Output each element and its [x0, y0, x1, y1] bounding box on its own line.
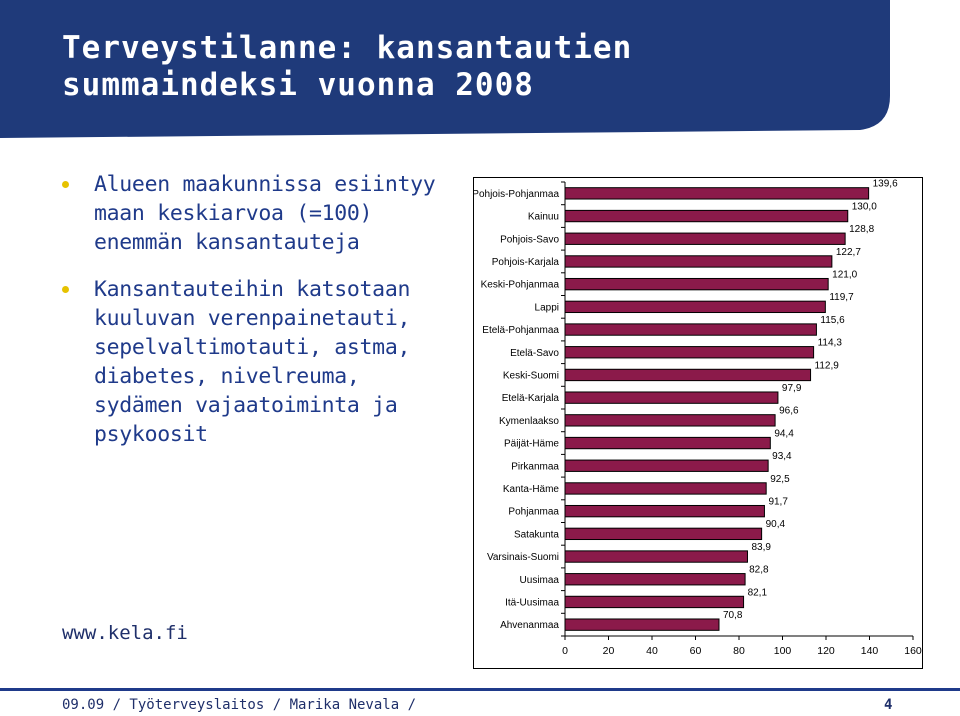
- bullet-item: Alueen maakunnissa esiintyy maan keskiar…: [62, 170, 457, 257]
- category-label: Uusimaa: [520, 575, 560, 586]
- category-label: Kanta-Häme: [503, 484, 560, 495]
- data-label: 90,4: [766, 519, 786, 530]
- bar: [564, 300, 826, 314]
- bar: [564, 595, 745, 609]
- category-label: Pohjois-Karjala: [492, 257, 560, 268]
- x-tick-label: 20: [603, 645, 615, 657]
- bullet-text: Kansantauteihin katsotaan kuuluvan veren…: [94, 277, 411, 447]
- data-label: 91,7: [768, 496, 788, 507]
- data-label: 112,9: [815, 360, 840, 371]
- bar: [564, 187, 870, 200]
- bar: [564, 550, 748, 563]
- bar: [564, 209, 849, 223]
- data-label: 94,4: [774, 428, 794, 439]
- x-tick-label: 100: [774, 645, 792, 657]
- category-label: Kainuu: [528, 212, 559, 223]
- data-label: 83,9: [751, 542, 771, 553]
- bar: [564, 414, 776, 427]
- category-label: Etelä-Karjala: [502, 393, 560, 404]
- header-band: [0, 0, 890, 138]
- x-tick-label: 80: [733, 645, 745, 657]
- data-label: 92,5: [770, 474, 790, 485]
- data-label: 93,4: [772, 451, 792, 462]
- category-label: Keski-Pohjanmaa: [481, 280, 560, 291]
- category-label: Lappi: [535, 302, 559, 313]
- data-label: 121,0: [832, 269, 857, 280]
- category-label: Satakunta: [514, 529, 559, 540]
- footer-divider: [0, 688, 960, 691]
- header: Terveystilanne: kansantautien summaindek…: [0, 0, 960, 138]
- bar: [564, 255, 833, 268]
- category-label: Keski-Suomi: [503, 370, 559, 381]
- x-tick-label: 40: [646, 645, 658, 657]
- bullet-list: Alueen maakunnissa esiintyy maan keskiar…: [62, 170, 457, 467]
- bar: [564, 436, 771, 450]
- website-link[interactable]: www.kela.fi: [62, 622, 188, 644]
- x-tick-label: 160: [904, 645, 922, 657]
- x-tick-label: 60: [690, 645, 702, 657]
- bar: [564, 618, 720, 631]
- category-label: Pohjois-Pohjanmaa: [474, 189, 559, 200]
- data-label: 82,1: [748, 587, 768, 598]
- x-tick-label: 140: [861, 645, 879, 657]
- category-label: Päijät-Häme: [504, 439, 559, 450]
- category-label: Pohjanmaa: [508, 507, 559, 518]
- bar: [564, 232, 846, 245]
- bar: [564, 527, 763, 541]
- footer-text: 09.09 / Työterveyslaitos / Marika Nevala…: [62, 697, 417, 713]
- data-label: 139,6: [873, 179, 898, 190]
- page-title: Terveystilanne: kansantautien summaindek…: [62, 30, 633, 103]
- x-tick-label: 120: [817, 645, 835, 657]
- data-label: 70,8: [723, 610, 743, 621]
- bar: [564, 573, 746, 586]
- data-label: 130,0: [852, 201, 877, 212]
- bar: [564, 391, 779, 404]
- header-band-shape: [0, 0, 890, 138]
- bullet-text: Alueen maakunnissa esiintyy maan keskiar…: [94, 172, 436, 255]
- category-label: Etelä-Pohjanmaa: [482, 325, 559, 336]
- bar-chart: 0 20 40 60 80 100 120 140 160 Pohjois-Pohjanmaa 13…: [474, 179, 922, 657]
- data-label: 115,6: [820, 315, 845, 326]
- bullet-item: Kansantauteihin katsotaan kuuluvan veren…: [62, 275, 457, 449]
- bar: [564, 459, 769, 472]
- page-number: 4: [884, 697, 893, 713]
- bullet-dot-icon: [62, 286, 69, 293]
- data-label: 96,6: [779, 406, 799, 417]
- category-label: Kymenlaakso: [499, 416, 559, 427]
- data-label: 82,8: [749, 565, 769, 576]
- bar: [564, 323, 817, 336]
- bullet-dot-icon: [62, 181, 69, 188]
- bar: [564, 482, 767, 495]
- category-label: Ahvenanmaa: [500, 620, 559, 631]
- bar: [564, 368, 812, 382]
- category-label: Etelä-Savo: [510, 348, 559, 359]
- category-label: Pirkanmaa: [511, 461, 559, 472]
- bar: [564, 277, 829, 291]
- data-label: 119,7: [829, 292, 854, 303]
- category-label: Itä-Uusimaa: [505, 597, 559, 608]
- chart-frame: 0 20 40 60 80 100 120 140 160 Pohjois-Pohjanmaa 13…: [473, 177, 923, 669]
- data-label: 128,8: [849, 224, 874, 235]
- bar: [564, 346, 815, 359]
- x-tick-label: 0: [562, 645, 568, 657]
- category-label: Pohjois-Savo: [500, 234, 559, 245]
- bar: [564, 504, 765, 518]
- data-label: 114,3: [818, 338, 843, 349]
- data-label: 97,9: [782, 383, 802, 394]
- data-label: 122,7: [836, 247, 861, 258]
- category-label: Varsinais-Suomi: [487, 552, 559, 563]
